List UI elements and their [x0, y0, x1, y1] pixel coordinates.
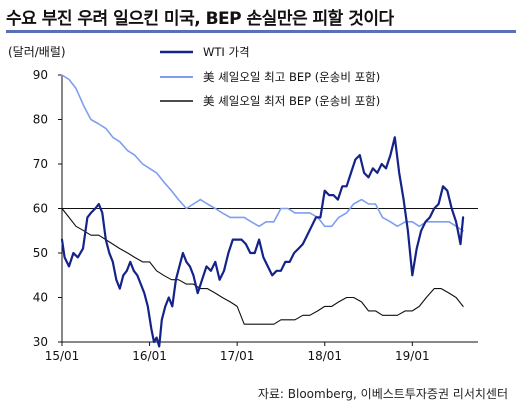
- title-underline: [6, 30, 516, 33]
- series-line-wti: [60, 136, 465, 348]
- x-tick-label: 17/01: [220, 349, 255, 363]
- series-line-high-bep: [61, 74, 464, 232]
- chart-axes: 30 40 50 60 70 80 90 15/01 16/01 17/01 18/01 19/01: [33, 68, 478, 363]
- legend-label-low-bep: 美 셰일오일 최저 BEP (운송비 포함): [203, 94, 380, 108]
- chart-legend: WTI 가격 美 셰일오일 최고 BEP (운송비 포함) 美 셰일오일 최저 BE…: [160, 45, 380, 108]
- y-tick-label: 50: [33, 246, 48, 260]
- y-tick-label: 30: [33, 335, 48, 349]
- legend-label-wti: WTI 가격: [203, 45, 250, 59]
- x-tick-label: 19/01: [395, 349, 430, 363]
- x-tick-label: 18/01: [307, 349, 342, 363]
- y-tick-label: 70: [33, 157, 48, 171]
- y-tick-label: 90: [33, 68, 48, 82]
- y-tick-label: 80: [33, 113, 48, 127]
- source-note: 자료: Bloomberg, 이베스트투자증권 리서치센터: [257, 387, 508, 401]
- x-tick-label: 16/01: [132, 349, 167, 363]
- legend-label-high-bep: 美 셰일오일 최고 BEP (운송비 포함): [203, 70, 380, 84]
- series-line-low-bep: [61, 207, 464, 325]
- y-axis-unit-label: (달러/배럴): [8, 45, 66, 59]
- x-tick-label: 15/01: [45, 349, 80, 363]
- chart-lines: [60, 74, 465, 348]
- y-tick-label: 40: [33, 291, 48, 305]
- y-tick-label: 60: [33, 202, 48, 216]
- chart-title: 수요 부진 우려 일으킨 미국, BEP 손실만은 피할 것이다: [6, 9, 394, 29]
